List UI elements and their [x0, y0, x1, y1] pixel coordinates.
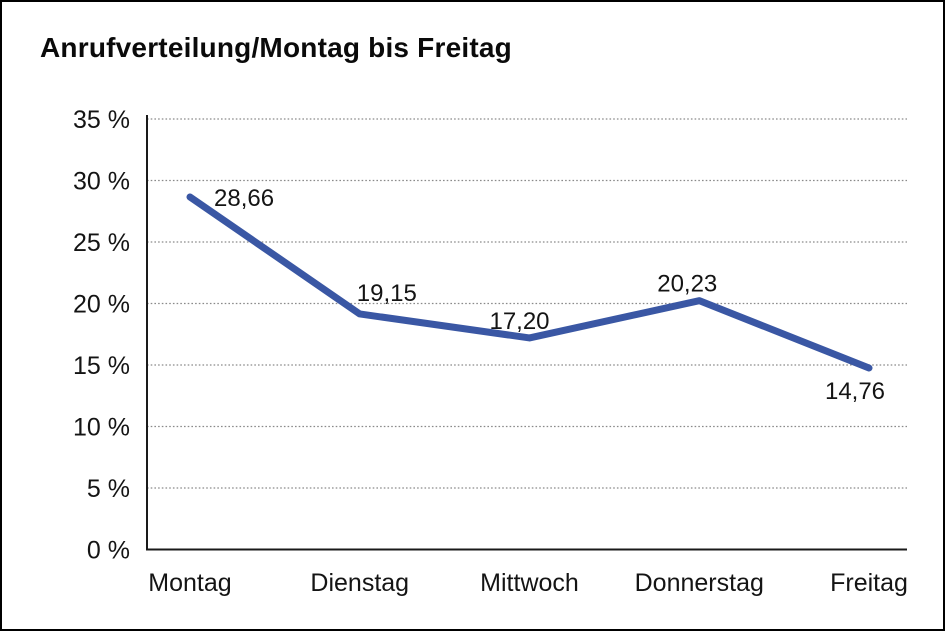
- x-tick-label: Freitag: [830, 569, 908, 597]
- y-tick-label: 15 %: [73, 352, 130, 380]
- x-tick-label: Dienstag: [310, 569, 409, 597]
- x-tick-label: Mittwoch: [480, 569, 579, 597]
- chart-title: Anrufverteilung/Montag bis Freitag: [40, 32, 512, 63]
- data-line: [186, 193, 873, 372]
- data-label: 14,76: [825, 378, 885, 405]
- y-tick-label: 10 %: [73, 414, 130, 442]
- y-tick-label: 30 %: [73, 168, 130, 196]
- x-tick-label: Donnerstag: [635, 569, 764, 597]
- x-tick-label: Montag: [148, 569, 231, 597]
- y-tick-label: 25 %: [73, 229, 130, 257]
- y-tick-label: 5 %: [87, 475, 130, 503]
- data-label: 20,23: [657, 271, 717, 298]
- data-label: 17,20: [489, 308, 549, 335]
- y-tick-label: 35 %: [73, 106, 130, 134]
- data-label: 28,66: [214, 185, 274, 212]
- data-label: 19,15: [357, 280, 417, 307]
- y-tick-label: 0 %: [87, 537, 130, 565]
- y-tick-label: 20 %: [73, 291, 130, 319]
